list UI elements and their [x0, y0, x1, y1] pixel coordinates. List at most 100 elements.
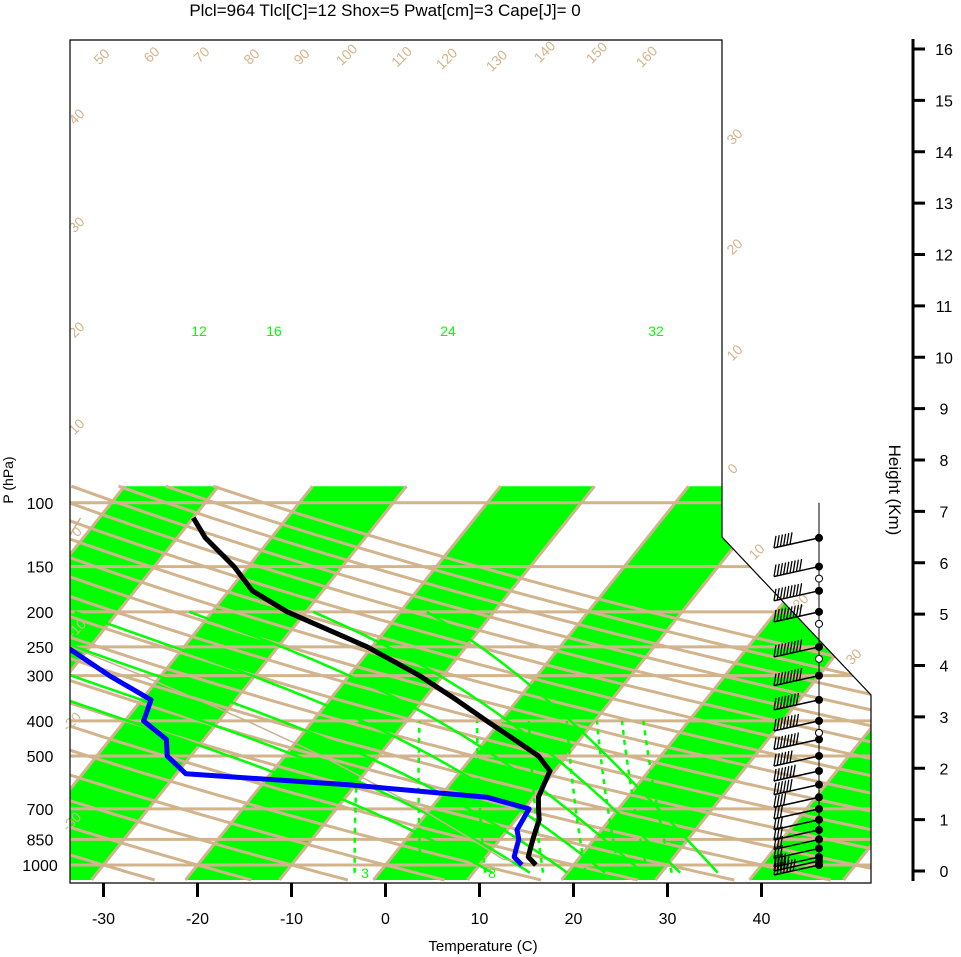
wind-barb-flag	[792, 733, 796, 746]
temperature-band	[70, 486, 219, 880]
height-tick-label: 4	[940, 659, 949, 676]
wind-barb-flag	[776, 718, 780, 731]
wind-barb-flag	[773, 782, 777, 795]
wind-barb-shaft	[773, 783, 820, 796]
mixing-ratio-line	[353, 720, 362, 873]
dry-adiabat-label: 10	[65, 415, 87, 437]
wind-barb-flag	[773, 737, 777, 750]
mixing-ratio-label: 8	[488, 865, 496, 881]
wind-barb-flag	[786, 734, 790, 747]
wind-barb-flag	[792, 669, 796, 682]
wind-barb-shaft	[773, 796, 820, 808]
height-tick-label: 12	[935, 248, 953, 265]
wind-barb-flag	[779, 805, 784, 818]
isotherm-line	[278, 485, 596, 881]
wind-barb-flag	[789, 532, 793, 545]
wind-barb-shaft	[773, 537, 820, 549]
chart-title: Plcl=964 Tlcl[C]=12 Shox=5 Pwat[cm]=3 Ca…	[189, 1, 580, 20]
height-tick-label: 3	[940, 710, 949, 727]
wind-barb-flag	[776, 854, 780, 867]
wind-barb-flag	[798, 667, 803, 681]
isotherm-label: 10	[745, 540, 767, 562]
wind-barb-flag	[779, 767, 784, 780]
wind-barb-flag	[773, 806, 777, 820]
wind-barb-flag	[779, 752, 784, 765]
moist-adiabat-label: 12	[191, 323, 207, 339]
wind-barb-flag	[789, 670, 793, 683]
wind-barb-flag	[795, 583, 800, 597]
wind-barb-flag	[779, 781, 784, 794]
wind-barb-flag	[782, 716, 787, 729]
wind-barb-flag	[773, 718, 777, 731]
height-axis-label: Height (Km)	[885, 445, 904, 536]
pressure-tick-label: 1000	[22, 858, 58, 875]
parcel-path-line	[70, 517, 537, 866]
height-tick-label: 10	[935, 350, 953, 367]
wind-barb-flag	[792, 764, 796, 777]
wind-barb-flag	[795, 559, 800, 572]
height-tick-label: 7	[940, 504, 949, 521]
wind-barb-flag	[779, 735, 784, 749]
wind-barb-flag	[795, 732, 800, 745]
dewpoint-profile-line	[70, 515, 532, 867]
wind-barb-flag	[789, 765, 793, 778]
wind-barb-flag	[779, 861, 784, 874]
moist-adiabat-line	[188, 610, 644, 874]
wind-barb-flag	[798, 604, 803, 617]
dry-adiabat-label: 20	[65, 318, 87, 340]
wind-barb-flag	[779, 857, 784, 870]
wind-barb-flag	[782, 766, 787, 779]
wind-barb-flag	[782, 533, 787, 546]
mixing-ratio-line	[527, 720, 545, 873]
wind-barb-flag	[773, 588, 777, 601]
pressure-tick-label: 250	[27, 640, 54, 657]
wind-barb-flag	[786, 766, 790, 779]
moist-adiabat-label: 16	[266, 323, 282, 339]
isotherm-label: 30	[723, 125, 745, 147]
dry-adiabat-label: 70	[190, 43, 212, 65]
wind-barb-flag	[776, 644, 780, 657]
height-tick-label: 9	[940, 402, 949, 419]
wind-barb-flag	[782, 642, 787, 655]
wind-barb-flag	[792, 560, 796, 573]
wind-barb-flag	[773, 795, 777, 808]
wind-barb-flag	[786, 670, 790, 683]
isotherm-label: 20	[723, 235, 745, 257]
x-tick-label: 20	[565, 911, 583, 928]
wind-barb-flag	[776, 862, 780, 875]
height-tick-label: 1	[940, 813, 949, 830]
wind-barb-flag	[795, 692, 800, 706]
dry-adiabat-label: 50	[90, 45, 112, 67]
wind-barb-flag	[789, 585, 793, 598]
wind-barb-flag	[773, 609, 777, 622]
dry-adiabat-line	[70, 484, 871, 882]
wind-barb-flag	[792, 605, 796, 618]
wind-barb-flag	[779, 563, 784, 576]
wind-level-open-dot	[815, 574, 823, 583]
wind-barb-flag	[773, 862, 777, 876]
wind-barb-flag	[779, 608, 784, 621]
wind-barb-flag	[792, 584, 796, 597]
wind-barb-flag	[773, 753, 777, 767]
isotherm-line	[90, 485, 408, 881]
x-tick-label: -20	[186, 911, 209, 928]
dry-adiabat-label: 120	[433, 44, 461, 72]
wind-barb-flag	[795, 713, 800, 727]
wind-barb-flag	[776, 535, 780, 548]
dry-adiabat-line	[70, 484, 871, 882]
wind-barb-flag	[782, 586, 787, 599]
wind-barb-flag	[776, 816, 780, 830]
height-tick-label: 14	[935, 145, 953, 162]
isotherm-line	[70, 485, 126, 881]
height-tick-label: 5	[940, 607, 949, 624]
pressure-tick-label: 200	[27, 605, 54, 622]
wind-barb-flag	[773, 768, 777, 782]
dry-adiabat-line	[165, 484, 871, 882]
wind-barb-flag	[782, 735, 787, 748]
wind-barb-flag	[789, 641, 793, 654]
wind-barb-shaft	[773, 838, 820, 851]
mixing-ratio-line	[475, 720, 487, 873]
isotherm-label: 10	[723, 341, 745, 363]
wind-barb-flag	[786, 532, 790, 546]
